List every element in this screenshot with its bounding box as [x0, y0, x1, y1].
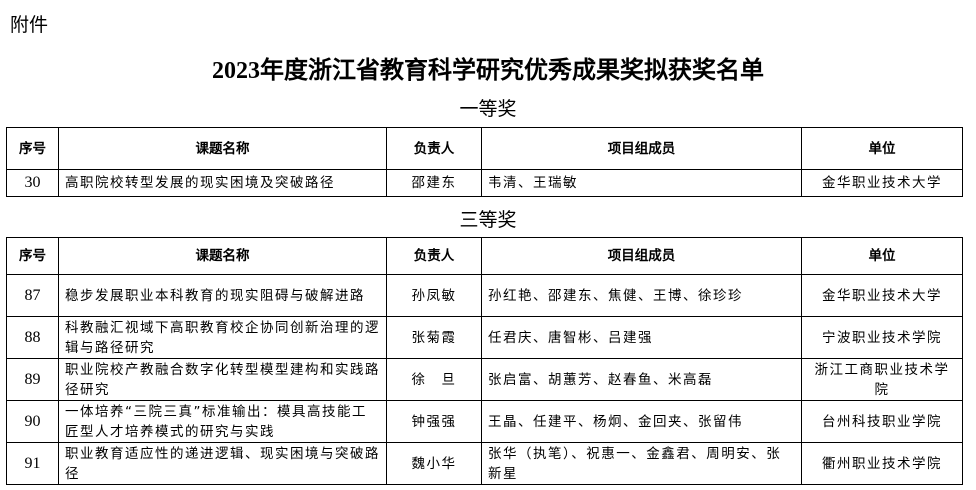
- cell-no: 88: [6, 316, 59, 359]
- cell-topic: 职业教育适应性的递进逻辑、现实困境与突破路径: [58, 442, 387, 485]
- cell-topic: 职业院校产教融合数字化转型模型建构和实践路径研究: [58, 358, 387, 401]
- cell-no: 91: [6, 442, 59, 485]
- cell-members: 任君庆、唐智彬、吕建强: [481, 316, 802, 359]
- cell-no: 89: [6, 358, 59, 401]
- first-prize-table: 序号 课题名称 负责人 项目组成员 单位 30 高职院校转型发展的现实困境及突破…: [6, 127, 963, 197]
- header-leader: 负责人: [386, 237, 482, 275]
- cell-unit: 衢州职业技术学院: [801, 442, 963, 485]
- cell-leader: 邵建东: [386, 169, 482, 197]
- cell-unit: 浙江工商职业技术学院: [801, 358, 963, 401]
- cell-no: 87: [6, 274, 59, 317]
- cell-unit: 宁波职业技术学院: [801, 316, 963, 359]
- cell-unit: 金华职业技术大学: [801, 274, 963, 317]
- table-row: 91 职业教育适应性的递进逻辑、现实困境与突破路径 魏小华 张华（执笔）、祝惠一…: [6, 442, 963, 485]
- cell-members: 张华（执笔）、祝惠一、金鑫君、周明安、张新星: [481, 442, 802, 485]
- header-topic: 课题名称: [58, 127, 387, 170]
- cell-leader: 钟强强: [386, 400, 482, 443]
- table-header-row: 序号 课题名称 负责人 项目组成员 单位: [6, 127, 963, 170]
- header-members: 项目组成员: [481, 127, 802, 170]
- attachment-label: 附件: [10, 14, 49, 36]
- cell-members: 韦清、王瑞敏: [481, 169, 802, 197]
- cell-topic: 稳步发展职业本科教育的现实阻碍与破解进路: [58, 274, 387, 317]
- cell-leader: 孙凤敏: [386, 274, 482, 317]
- third-prize-heading: 三等奖: [459, 210, 517, 231]
- header-no: 序号: [6, 127, 59, 170]
- table-row: 88 科教融汇视域下高职教育校企协同创新治理的逻辑与路径研究 张菊霞 任君庆、唐…: [6, 316, 963, 359]
- first-prize-heading: 一等奖: [459, 99, 517, 120]
- cell-no: 30: [6, 169, 59, 197]
- header-no: 序号: [6, 237, 59, 275]
- cell-members: 孙红艳、邵建东、焦健、王博、徐珍珍: [481, 274, 802, 317]
- table-row: 30 高职院校转型发展的现实困境及突破路径 邵建东 韦清、王瑞敏 金华职业技术大…: [6, 169, 963, 197]
- header-unit: 单位: [801, 127, 963, 170]
- third-prize-table: 序号 课题名称 负责人 项目组成员 单位 87 稳步发展职业本科教育的现实阻碍与…: [6, 237, 963, 485]
- table-row: 90 一体培养“三院三真”标准输出：模具高技能工匠型人才培养模式的研究与实践 钟…: [6, 400, 963, 443]
- cell-unit: 台州科技职业学院: [801, 400, 963, 443]
- cell-leader: 魏小华: [386, 442, 482, 485]
- table-row: 89 职业院校产教融合数字化转型模型建构和实践路径研究 徐 旦 张启富、胡蕙芳、…: [6, 358, 963, 401]
- header-leader: 负责人: [386, 127, 482, 170]
- header-unit: 单位: [801, 237, 963, 275]
- table-row: 87 稳步发展职业本科教育的现实阻碍与破解进路 孙凤敏 孙红艳、邵建东、焦健、王…: [6, 274, 963, 317]
- header-topic: 课题名称: [58, 237, 387, 275]
- cell-topic: 高职院校转型发展的现实困境及突破路径: [58, 169, 387, 197]
- header-members: 项目组成员: [481, 237, 802, 275]
- cell-no: 90: [6, 400, 59, 443]
- cell-topic: 一体培养“三院三真”标准输出：模具高技能工匠型人才培养模式的研究与实践: [58, 400, 387, 443]
- cell-leader: 徐 旦: [386, 358, 482, 401]
- cell-members: 张启富、胡蕙芳、赵春鱼、米高磊: [481, 358, 802, 401]
- cell-topic: 科教融汇视域下高职教育校企协同创新治理的逻辑与路径研究: [58, 316, 387, 359]
- cell-unit: 金华职业技术大学: [801, 169, 963, 197]
- cell-leader: 张菊霞: [386, 316, 482, 359]
- cell-members: 王晶、任建平、杨炯、金回夹、张留伟: [481, 400, 802, 443]
- page-title: 2023年度浙江省教育科学研究优秀成果奖拟获奖名单: [212, 58, 764, 84]
- table-header-row: 序号 课题名称 负责人 项目组成员 单位: [6, 237, 963, 275]
